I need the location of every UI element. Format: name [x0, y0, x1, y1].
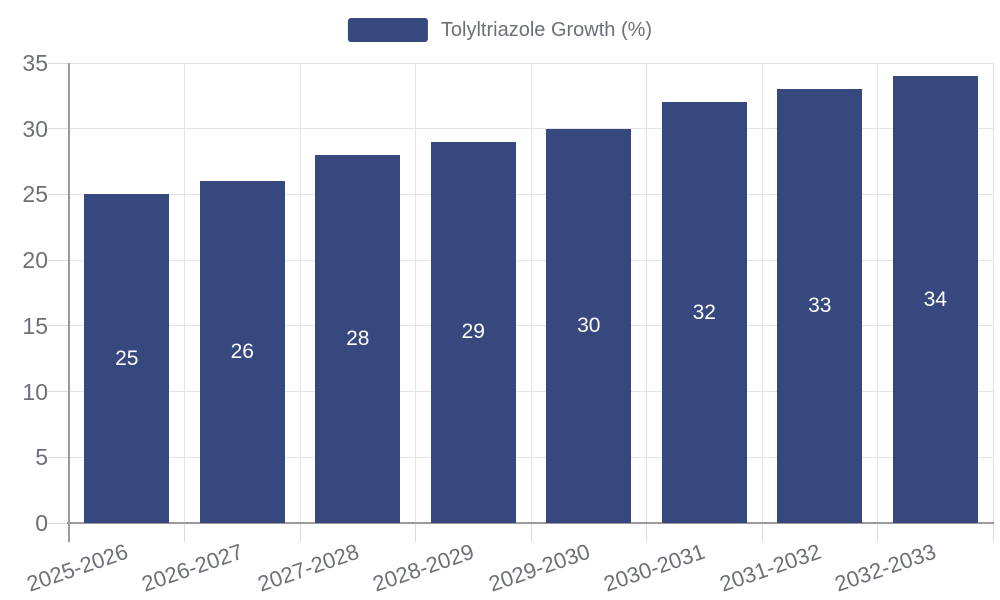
y-axis-tick	[48, 522, 68, 524]
bar-value-label: 34	[923, 287, 947, 311]
x-axis-tick	[646, 524, 647, 542]
gridline-vertical	[646, 63, 647, 523]
x-axis-line	[67, 522, 994, 524]
y-axis-tick-label: 30	[22, 115, 48, 142]
x-axis-tick	[415, 524, 416, 542]
y-axis-tick	[48, 259, 68, 261]
bar[interactable]	[777, 89, 863, 523]
y-axis-tick-label: 35	[22, 50, 48, 76]
x-axis-tick	[299, 524, 301, 542]
y-axis-tick-label: 5	[35, 444, 48, 471]
gridline-vertical	[877, 63, 878, 523]
gridline-vertical	[299, 63, 301, 523]
x-axis-tick	[530, 524, 532, 542]
bar-value-label: 32	[692, 300, 716, 324]
legend-label: Tolyltriazole Growth (%)	[440, 18, 653, 41]
y-axis-tick-label: 15	[22, 312, 48, 339]
bar[interactable]	[430, 141, 516, 523]
x-axis-tick-label: 2028-2029	[369, 538, 478, 597]
y-axis-tick-label: 25	[22, 181, 48, 208]
gridline-vertical	[530, 63, 532, 523]
y-axis-tick-label: 10	[22, 378, 48, 405]
y-axis-tick	[48, 325, 68, 327]
bar-value-label: 33	[808, 294, 832, 318]
x-axis-tick-label: 2025-2026	[23, 538, 131, 597]
x-axis-tick	[761, 524, 763, 542]
x-axis-tick-label: 2030-2031	[600, 538, 709, 597]
bar[interactable]	[84, 194, 170, 523]
x-axis-tick-label: 2026-2027	[138, 538, 247, 597]
gridline-vertical	[184, 63, 185, 523]
bar[interactable]	[661, 102, 747, 523]
gridline-vertical	[761, 63, 763, 523]
y-axis-tick	[48, 128, 68, 130]
bar-value-label: 26	[230, 340, 254, 364]
bar-value-label: 28	[346, 327, 370, 350]
gridline-vertical	[415, 63, 416, 523]
bar[interactable]	[546, 128, 632, 523]
y-axis-tick	[48, 62, 68, 64]
bar-value-label: 25	[115, 346, 139, 370]
y-axis-tick-label: 0	[35, 510, 48, 536]
x-axis-tick-label: 2029-2030	[485, 538, 593, 597]
y-axis-line	[68, 63, 70, 542]
y-axis-tick-label: 20	[22, 247, 48, 274]
bar[interactable]	[199, 181, 285, 523]
x-axis-tick	[877, 524, 878, 542]
y-axis-tick	[48, 193, 68, 195]
x-axis-tick	[992, 524, 994, 542]
y-axis-tick	[48, 391, 68, 393]
legend[interactable]: Tolyltriazole Growth (%)	[347, 18, 653, 42]
legend-marker-icon	[347, 18, 428, 42]
y-axis-tick	[48, 456, 68, 458]
x-axis-tick-label: 2031-2032	[716, 538, 824, 597]
gridline-vertical	[992, 63, 994, 523]
x-axis-tick	[184, 524, 185, 542]
bar-value-label: 30	[577, 313, 601, 337]
bar[interactable]	[315, 155, 401, 523]
x-axis-tick-label: 2027-2028	[254, 538, 362, 597]
x-axis-tick-label: 2032-2033	[831, 538, 940, 597]
plot-area: 0 5 10 15 20 25 30 35 25 2025-2026 26 2026-2027 28 20…	[22, 50, 994, 597]
bar[interactable]	[892, 76, 978, 523]
bar-value-label: 29	[461, 320, 485, 344]
